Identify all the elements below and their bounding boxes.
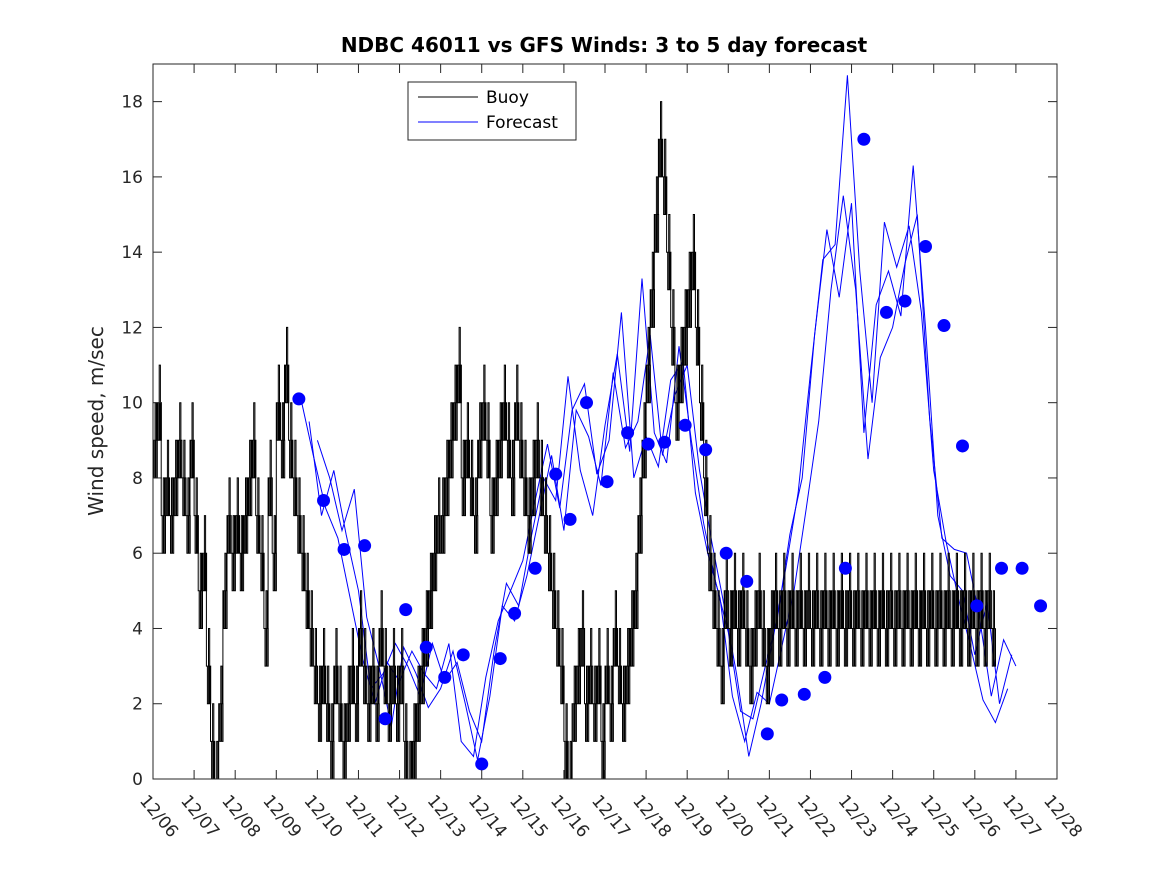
forecast-marker [1015,561,1029,575]
forecast-marker [563,512,577,526]
forecast-marker [641,437,655,451]
y-tick-label: 6 [132,544,143,564]
forecast-marker [493,652,507,666]
forecast-marker [292,392,306,406]
plot-area [153,75,1048,779]
y-tick-label: 16 [121,168,143,188]
marker-layer [292,132,1048,771]
x-tick-label: 12/11 [341,791,388,841]
x-tick-label: 12/06 [135,791,182,841]
x-tick-label: 12/21 [752,791,799,841]
x-tick-label: 12/08 [217,791,264,841]
forecast-marker [549,467,563,481]
forecast-marker [838,561,852,575]
forecast-marker [699,443,713,457]
forecast-marker [358,539,372,553]
y-tick-label: 10 [121,394,143,414]
legend-box [407,81,577,141]
y-tick-label: 12 [121,318,143,338]
forecast-marker [678,418,692,432]
x-tick-label: 12/12 [382,791,429,841]
forecast-marker [317,494,331,508]
series-layer [153,75,1017,779]
x-tick-label: 12/28 [1039,791,1086,841]
forecast-marker [438,670,452,684]
x-tick-label: 12/16 [546,791,593,841]
forecast-marker [719,546,733,560]
y-axis-label: Wind speed, m/sec [84,326,108,516]
x-tick-label: 12/27 [998,791,1045,841]
forecast-marker [528,561,542,575]
x-tick-label: 12/22 [793,791,840,841]
forecast-marker [378,712,392,726]
legend-forecast-label: Forecast [486,113,558,133]
forecast-run-line [316,75,1009,761]
y-tick-label: 8 [132,469,143,489]
forecast-run-line [300,195,1017,758]
y-tick-label: 4 [132,619,143,639]
x-tick-label: 12/15 [505,791,552,841]
x-tick-label: 12/23 [834,791,881,841]
forecast-marker [995,561,1009,575]
forecast-marker [337,542,351,556]
x-tick-label: 12/25 [916,791,963,841]
forecast-marker [970,599,984,613]
forecast-marker [879,305,893,319]
buoy-line [153,101,996,779]
forecast-marker [399,603,413,617]
x-tick-label: 12/13 [423,791,470,841]
forecast-marker [475,757,489,771]
forecast-marker [621,426,635,440]
forecast-marker [775,693,789,707]
x-tick-label: 12/14 [464,791,511,841]
forecast-marker [456,648,470,662]
forecast-marker [955,439,969,453]
forecast-marker [919,240,933,254]
forecast-marker [857,132,871,146]
x-tick-label: 12/17 [587,791,634,841]
forecast-marker [898,294,912,308]
forecast-marker [1034,599,1048,613]
forecast-marker [508,606,522,620]
x-tick-label: 12/10 [300,791,347,841]
forecast-marker [740,574,754,588]
forecast-marker [419,640,433,654]
x-tick-label: 12/09 [258,791,305,841]
x-tick-label: 12/18 [628,791,675,841]
x-tick-label: 12/20 [710,791,757,841]
y-tick-label: 18 [121,93,143,113]
forecast-marker [797,687,811,701]
y-tick-label: 14 [121,243,143,263]
forecast-marker [818,670,832,684]
legend-buoy-label: Buoy [486,88,529,108]
forecast-run-line [308,165,1013,744]
forecast-marker [658,435,672,449]
y-axis: 0 2 4 6 8 10 12 14 16 18 [121,93,1057,790]
x-tick-label: 12/26 [957,791,1004,841]
x-tick-label: 12/19 [669,791,716,841]
x-tick-label: 12/07 [176,791,223,841]
chart-title: NDBC 46011 vs GFS Winds: 3 to 5 day fore… [341,33,868,57]
forecast-marker [937,319,951,333]
x-tick-label: 12/24 [875,791,922,841]
y-tick-label: 0 [132,770,143,790]
forecast-marker [600,475,614,489]
y-tick-label: 2 [132,695,143,715]
forecast-marker [580,396,594,410]
forecast-marker [760,727,774,741]
legend: Buoy Forecast [407,81,577,141]
